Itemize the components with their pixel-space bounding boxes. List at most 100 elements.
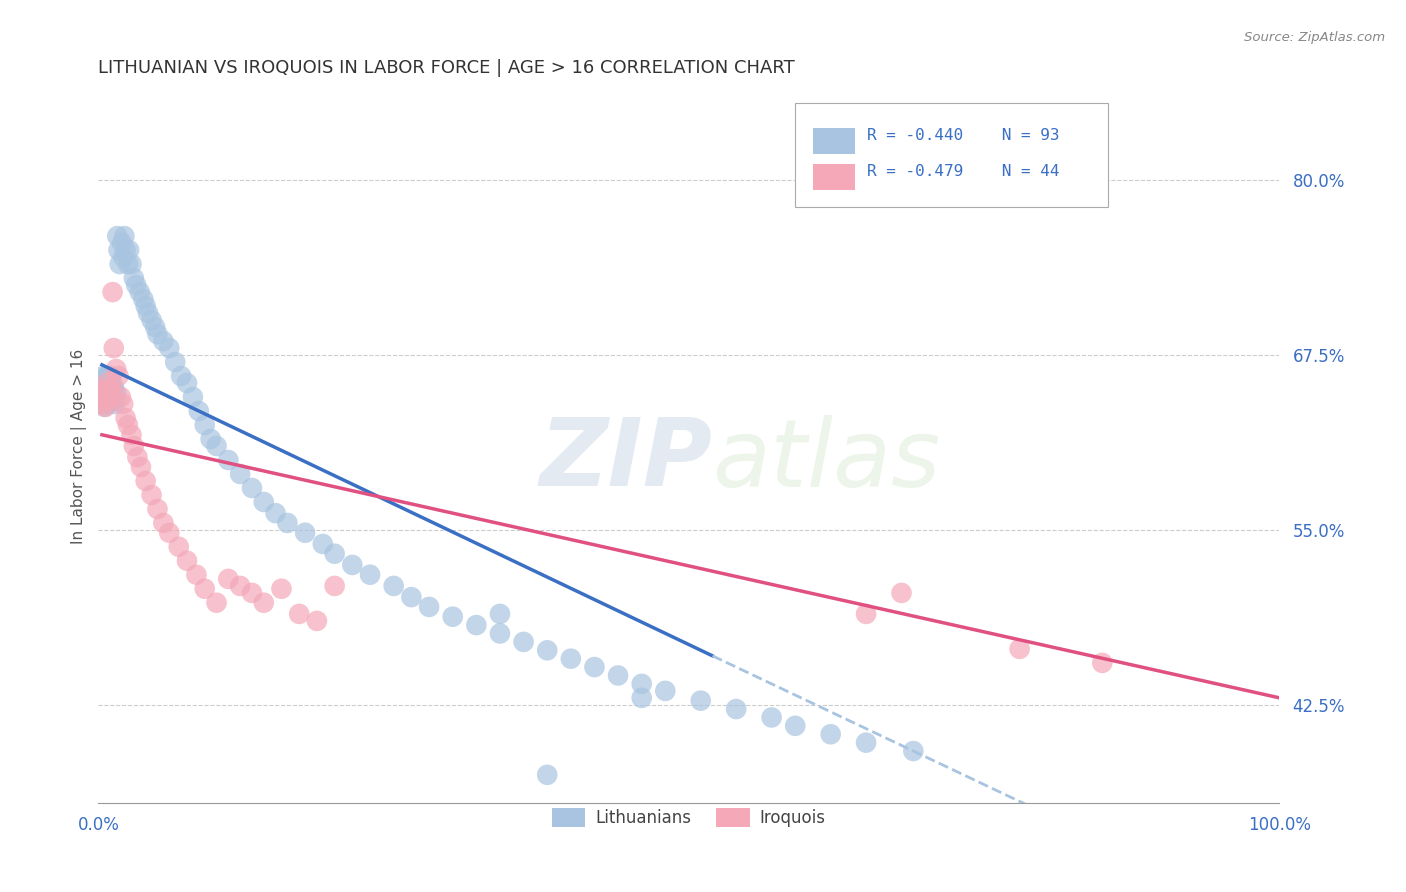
Point [98,376,121,390]
Point [141,313,163,327]
Point [100,372,122,386]
Point [112,229,135,244]
Point [122,439,145,453]
Point [103,380,125,394]
Point [583,660,606,674]
Point [270,582,292,596]
Point [93,390,115,404]
Point [94,400,117,414]
Point [689,693,711,707]
Point [761,710,783,724]
Point [146,502,169,516]
Point [105,362,128,376]
Point [512,635,534,649]
Point [157,341,180,355]
FancyBboxPatch shape [813,128,855,154]
Point [91,383,114,397]
Text: atlas: atlas [713,415,941,506]
Point [217,453,239,467]
Point [98,390,121,404]
Point [186,567,208,582]
FancyBboxPatch shape [796,103,1108,207]
Point [100,380,122,394]
Point [136,306,159,320]
Point [418,599,440,614]
Point [105,385,128,400]
Legend: Lithuanians, Iroquois: Lithuanians, Iroquois [546,801,832,834]
Point [157,525,180,540]
Text: R = -0.440    N = 93: R = -0.440 N = 93 [868,128,1060,143]
Point [489,626,512,640]
Point [96,369,118,384]
Point [323,579,346,593]
Point [96,376,118,390]
Point [141,488,163,502]
Point [114,411,136,425]
Point [94,390,117,404]
Point [176,554,198,568]
Point [217,572,239,586]
Point [111,236,134,251]
Point [165,355,187,369]
Point [118,243,141,257]
Point [288,607,311,621]
Point [135,299,157,313]
Point [98,380,121,394]
Point [200,432,222,446]
Point [127,450,149,465]
Point [101,394,124,409]
Text: LITHUANIAN VS IROQUOIS IN LABOR FORCE | AGE > 16 CORRELATION CHART: LITHUANIAN VS IROQUOIS IN LABOR FORCE | … [98,59,796,77]
Point [536,643,558,657]
Point [276,516,298,530]
FancyBboxPatch shape [813,164,855,190]
Point [1008,641,1031,656]
Text: Source: ZipAtlas.com: Source: ZipAtlas.com [1244,31,1385,45]
Point [359,567,381,582]
Point [305,614,328,628]
Point [128,285,150,299]
Point [294,525,316,540]
Point [890,586,912,600]
Point [105,229,128,244]
Point [107,369,129,384]
Point [785,719,807,733]
Point [107,243,129,257]
Point [855,736,877,750]
Point [112,250,135,264]
Point [122,271,145,285]
Point [194,417,217,432]
Point [117,257,139,271]
Point [93,400,115,414]
Point [401,590,423,604]
Point [441,609,464,624]
Point [194,582,217,596]
Point [93,385,115,400]
Point [323,547,346,561]
Point [135,474,157,488]
Point [205,439,228,453]
Point [101,383,124,397]
Point [630,690,652,705]
Point [94,372,117,386]
Point [654,684,676,698]
Point [91,397,114,411]
Point [630,677,652,691]
Point [98,383,121,397]
Point [181,390,204,404]
Point [97,394,120,409]
Point [91,376,114,390]
Text: R = -0.479    N = 44: R = -0.479 N = 44 [868,164,1060,178]
Point [465,618,488,632]
Point [607,668,630,682]
Point [121,427,143,442]
Point [112,397,135,411]
Point [114,243,136,257]
Point [101,285,124,299]
Point [167,540,190,554]
Point [132,292,155,306]
Point [187,404,209,418]
Point [97,383,120,397]
Point [240,481,263,495]
Point [536,768,558,782]
Point [98,385,121,400]
